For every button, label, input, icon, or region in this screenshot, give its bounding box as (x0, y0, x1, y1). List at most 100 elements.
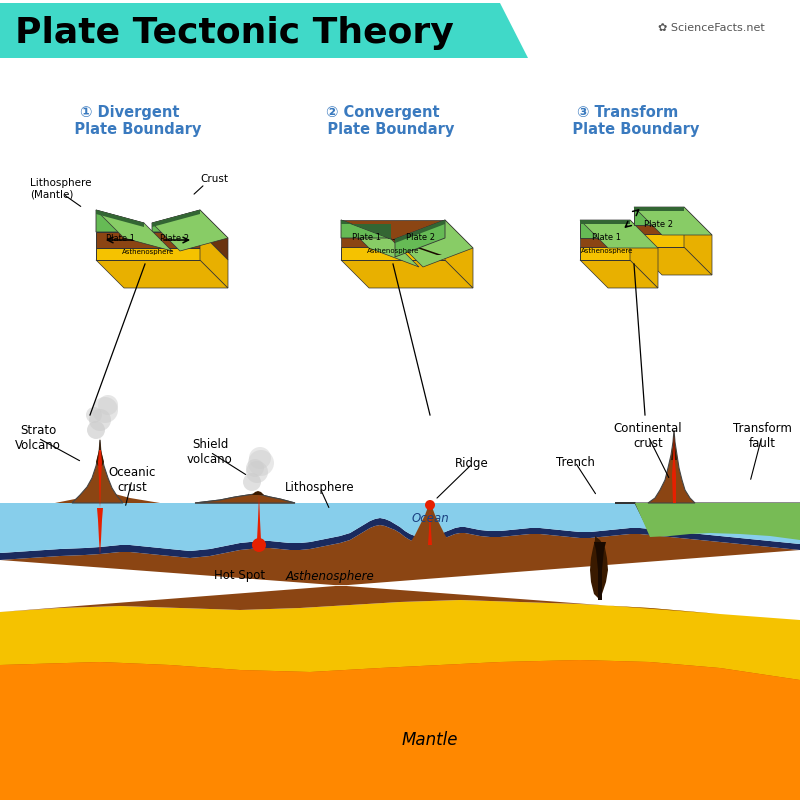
Circle shape (89, 409, 111, 431)
Polygon shape (671, 434, 677, 460)
Text: Trench: Trench (555, 455, 594, 469)
Polygon shape (98, 450, 102, 508)
Polygon shape (395, 220, 445, 257)
Text: Plate Tectonic Theory: Plate Tectonic Theory (15, 16, 454, 50)
Polygon shape (634, 207, 712, 235)
Polygon shape (96, 232, 200, 248)
Polygon shape (410, 502, 450, 543)
Polygon shape (252, 491, 264, 495)
Polygon shape (0, 660, 800, 800)
Polygon shape (200, 210, 228, 260)
Text: Lithosphere: Lithosphere (285, 482, 355, 494)
Polygon shape (634, 207, 684, 225)
Polygon shape (341, 220, 391, 239)
Text: Ocean: Ocean (411, 512, 449, 525)
Polygon shape (96, 210, 144, 227)
Polygon shape (72, 440, 123, 503)
Polygon shape (341, 247, 445, 260)
Polygon shape (648, 430, 695, 503)
Polygon shape (0, 490, 160, 503)
Circle shape (425, 500, 435, 510)
Polygon shape (96, 210, 172, 251)
Text: Asthenosphere: Asthenosphere (581, 248, 633, 254)
Text: Hot Spot: Hot Spot (214, 569, 266, 582)
Polygon shape (594, 542, 606, 600)
Polygon shape (391, 239, 442, 255)
Polygon shape (428, 508, 432, 545)
Circle shape (252, 538, 266, 552)
Polygon shape (0, 600, 800, 680)
Polygon shape (341, 220, 419, 267)
Circle shape (86, 407, 102, 423)
Circle shape (248, 450, 274, 476)
Text: Transform
fault: Transform fault (733, 422, 791, 450)
Text: Continental
crust: Continental crust (614, 422, 682, 450)
Polygon shape (341, 220, 391, 239)
Text: Strato
Volcano: Strato Volcano (15, 424, 61, 452)
Text: Shield
volcano: Shield volcano (187, 438, 233, 466)
Text: Asthenosphere: Asthenosphere (286, 570, 374, 583)
Text: Ridge: Ridge (455, 458, 489, 470)
Polygon shape (195, 494, 295, 503)
Polygon shape (257, 494, 261, 540)
Polygon shape (96, 210, 144, 232)
Text: Plate 2: Plate 2 (406, 233, 434, 242)
Polygon shape (0, 525, 800, 620)
Polygon shape (580, 220, 658, 248)
Text: ③ Transform
   Plate Boundary: ③ Transform Plate Boundary (557, 105, 699, 138)
Polygon shape (634, 207, 684, 211)
Text: ② Convergent
   Plate Boundary: ② Convergent Plate Boundary (312, 105, 454, 138)
Polygon shape (580, 247, 630, 260)
Text: Plate 1: Plate 1 (593, 233, 622, 242)
Polygon shape (152, 210, 200, 232)
Polygon shape (0, 3, 528, 58)
Text: ✿ ScienceFacts.net: ✿ ScienceFacts.net (658, 23, 765, 33)
Text: Lithosphere
(Mantle): Lithosphere (Mantle) (30, 178, 91, 200)
Polygon shape (615, 503, 800, 536)
Polygon shape (580, 220, 630, 224)
Circle shape (246, 461, 268, 483)
Circle shape (243, 473, 261, 491)
Text: Asthenosphere: Asthenosphere (367, 248, 419, 254)
Polygon shape (195, 494, 295, 503)
Polygon shape (634, 234, 684, 247)
Polygon shape (152, 210, 228, 251)
Polygon shape (200, 232, 228, 288)
Polygon shape (0, 518, 800, 560)
Polygon shape (580, 260, 658, 288)
Polygon shape (96, 248, 200, 260)
Polygon shape (672, 436, 676, 503)
Polygon shape (96, 438, 104, 466)
Text: Plate 1: Plate 1 (351, 233, 381, 242)
Text: Oceanic
crust: Oceanic crust (108, 466, 156, 494)
Circle shape (249, 447, 271, 469)
Polygon shape (445, 220, 473, 288)
Polygon shape (152, 210, 200, 227)
Circle shape (92, 397, 118, 423)
Polygon shape (341, 220, 445, 247)
Polygon shape (395, 220, 473, 267)
Circle shape (246, 459, 264, 477)
Polygon shape (590, 536, 608, 598)
Text: Plate 1: Plate 1 (106, 234, 135, 243)
Polygon shape (395, 220, 445, 243)
Text: Asthenosphere: Asthenosphere (122, 249, 174, 255)
Polygon shape (684, 207, 712, 275)
Circle shape (87, 421, 105, 439)
Polygon shape (634, 207, 684, 234)
Polygon shape (630, 220, 658, 288)
Polygon shape (0, 638, 800, 800)
Text: Crust: Crust (200, 174, 228, 184)
Polygon shape (580, 220, 630, 247)
Polygon shape (580, 220, 630, 238)
Text: Mantle: Mantle (402, 731, 458, 749)
Polygon shape (341, 260, 473, 288)
Text: Plate 2: Plate 2 (645, 220, 674, 229)
Polygon shape (160, 700, 400, 800)
Circle shape (98, 395, 118, 415)
Polygon shape (97, 508, 103, 555)
Polygon shape (634, 247, 712, 275)
Text: Plate 2: Plate 2 (161, 234, 190, 243)
Polygon shape (615, 503, 800, 540)
Polygon shape (96, 260, 228, 288)
